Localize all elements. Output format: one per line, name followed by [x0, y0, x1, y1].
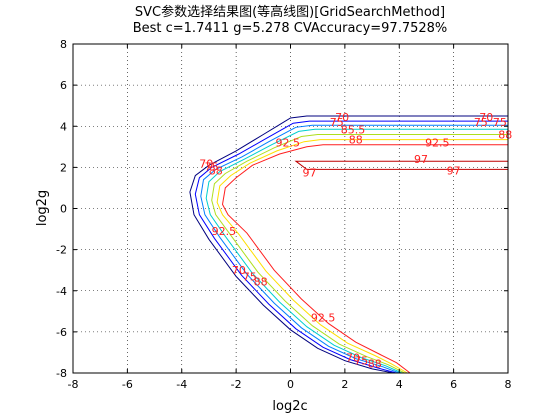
- chart-title-line2: Best c=1.7411 g=5.278 CVAccuracy=97.7528…: [133, 21, 448, 36]
- contour-label: 88: [254, 275, 268, 288]
- contour-label: 88: [349, 134, 363, 147]
- x-tick-label: -8: [68, 378, 79, 391]
- contour-label: 70: [335, 111, 349, 124]
- contour-label: 70: [199, 157, 213, 170]
- contour-label: 75: [330, 116, 344, 129]
- contour-label: 97: [303, 167, 317, 180]
- contour-label: 97: [447, 164, 461, 177]
- contour-label: 92.5: [425, 137, 450, 150]
- contour-label: 97: [414, 153, 428, 166]
- contour-label: 92.5: [212, 225, 237, 238]
- y-tick-label: 6: [60, 79, 67, 92]
- contour-label: 88: [209, 164, 223, 177]
- x-tick-label: -4: [176, 378, 187, 391]
- x-tick-label: 6: [450, 378, 457, 391]
- contour-label: 75: [354, 355, 368, 368]
- contour-label: 85.5: [341, 123, 366, 136]
- contour-label: 75: [243, 270, 257, 283]
- contour-line-92-5: [216, 139, 508, 374]
- contour-label: 88: [368, 358, 382, 371]
- contour-label: 75: [205, 160, 219, 173]
- y-tick-label: -8: [56, 367, 67, 380]
- contour-label: 92.5: [276, 137, 301, 150]
- contour-label: 75: [474, 116, 488, 129]
- contour-line-70: [189, 115, 508, 374]
- y-tick-label: 2: [60, 161, 67, 174]
- chart-title-line1: SVC参数选择结果图(等高线图)[GridSearchMethod]: [135, 4, 445, 20]
- contour-line-80: [200, 124, 508, 374]
- x-axis-label: log2c: [272, 399, 307, 414]
- contour-label: 88: [498, 128, 512, 141]
- contour-label: 70: [232, 264, 246, 277]
- contour-line-97: [294, 160, 508, 170]
- x-tick-label: 8: [505, 378, 512, 391]
- x-tick-label: -6: [122, 378, 133, 391]
- contour-line-75: [194, 120, 508, 374]
- x-tick-label: 4: [396, 378, 403, 391]
- x-tick-label: -2: [231, 378, 242, 391]
- contour-label: 70: [479, 111, 493, 124]
- y-axis-label: log2g: [35, 190, 50, 226]
- contour-line-88: [211, 134, 508, 374]
- y-tick-label: -4: [56, 285, 67, 298]
- x-tick-label: 2: [341, 378, 348, 391]
- y-tick-label: 4: [60, 120, 67, 133]
- y-tick-label: 0: [60, 203, 67, 216]
- y-tick-label: -2: [56, 244, 67, 257]
- contour-line-85: [205, 128, 508, 374]
- contour-label: 70: [346, 352, 360, 365]
- contour-line-92-5b: [221, 144, 508, 374]
- contour-label: 75: [493, 116, 507, 129]
- y-tick-label: 8: [60, 38, 67, 51]
- contour-label: 92.5: [311, 311, 336, 324]
- y-tick-label: -6: [56, 326, 67, 339]
- x-tick-label: 0: [287, 378, 294, 391]
